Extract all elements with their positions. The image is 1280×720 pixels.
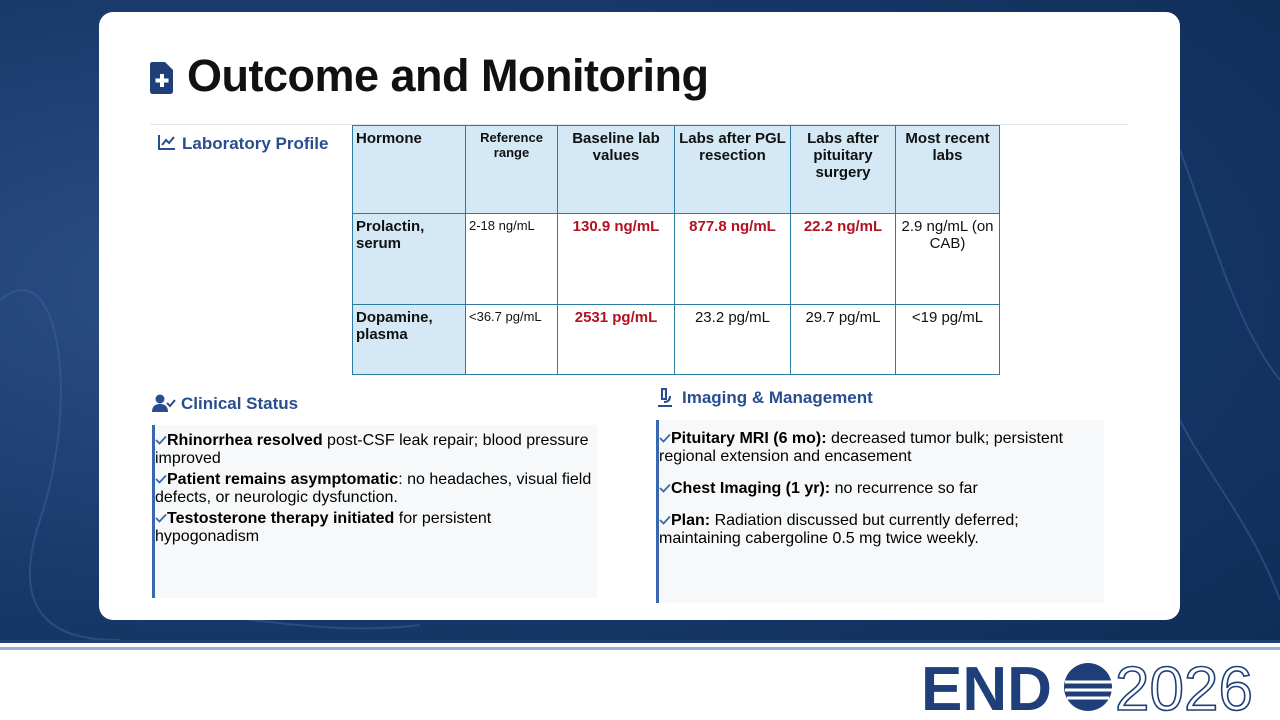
item-lead: Patient remains asymptomatic xyxy=(167,471,399,488)
table-row: Dopamine, plasma <36.7 pg/mL 2531 pg/mL 23.… xyxy=(352,304,1000,375)
check-icon xyxy=(155,474,167,484)
table-cell: 29.7 pg/mL xyxy=(790,304,896,375)
table-cell: 2531 pg/mL xyxy=(557,304,675,375)
item-text: post-CSF leak repair; blood pressure imp… xyxy=(155,432,589,467)
check-icon xyxy=(155,513,167,523)
check-icon xyxy=(155,435,167,445)
item-lead: Testosterone therapy initiated xyxy=(167,510,395,527)
header-cell: Labs after pituitary surgery xyxy=(790,125,896,214)
logo-year: 2026 xyxy=(1115,655,1253,718)
logo: END 2026 xyxy=(921,654,1254,718)
list-item: Testosterone therapy initiated for persi… xyxy=(155,510,597,546)
logo-globe xyxy=(1064,663,1112,711)
table-cell: 2-18 ng/mL xyxy=(465,213,558,305)
footer: END 2026 xyxy=(0,640,1280,720)
header-cell: Reference range xyxy=(465,125,558,214)
table-cell: 22.2 ng/mL xyxy=(790,213,896,305)
lab-table: Hormone Reference range Baseline lab value… xyxy=(352,125,1000,375)
table-cell: 130.9 ng/mL xyxy=(557,213,675,305)
item-text: for persistent hypogonadism xyxy=(155,510,492,545)
list-item: Pituitary MRI (6 mo): decreased tumor bu… xyxy=(659,430,1104,466)
header-cell: Hormone xyxy=(352,125,466,214)
section-heading: Laboratory Profile xyxy=(182,134,329,153)
item-lead: Pituitary MRI (6 mo): xyxy=(671,430,827,447)
table-cell: 23.2 pg/mL xyxy=(674,304,791,375)
item-lead: Plan: xyxy=(671,512,711,529)
item-lead: Chest Imaging (1 yr): xyxy=(671,480,831,497)
header-cell: Baseline lab values xyxy=(557,125,675,214)
header-row: Hormone Reference range Baseline lab value… xyxy=(352,125,1000,214)
item-text: Radiation discussed but currently deferr… xyxy=(659,512,1019,547)
clinical-box: Rhinorrhea resolved post-CSF leak repair… xyxy=(152,425,597,598)
title-icon xyxy=(150,62,173,94)
table-cell: Prolactin, serum xyxy=(352,213,466,305)
table-cell: 877.8 ng/mL xyxy=(674,213,791,305)
item-lead: Rhinorrhea resolved xyxy=(167,432,323,449)
list-item: Plan: Radiation discussed but currently … xyxy=(659,512,1104,548)
imaging-box: Pituitary MRI (6 mo): decreased tumor bu… xyxy=(656,420,1104,603)
table-cell: <36.7 pg/mL xyxy=(465,304,558,375)
item-text: decreased tumor bulk; persistent regiona… xyxy=(659,430,1064,465)
table-cell: 2.9 ng/mL (on CAB) xyxy=(895,213,1000,305)
user-check-icon xyxy=(152,394,176,412)
item-text: : no headaches, visual field defects, or… xyxy=(155,471,592,506)
header-cell: Labs after PGL resection xyxy=(674,125,791,214)
check-icon xyxy=(659,433,671,443)
section-heading: Imaging & Management xyxy=(682,388,873,407)
list-item: Chest Imaging (1 yr): no recurrence so f… xyxy=(659,480,1104,498)
header-cell: Most recent labs xyxy=(895,125,1000,214)
check-icon xyxy=(659,483,671,493)
divider xyxy=(150,124,1128,125)
check-icon xyxy=(659,515,671,525)
chart-icon xyxy=(158,135,175,150)
slide-title: Outcome and Monitoring xyxy=(187,50,709,101)
logo-text: END xyxy=(921,655,1052,718)
microscope-icon xyxy=(658,388,672,407)
footer-line xyxy=(0,640,1280,643)
table-row: Prolactin, serum 2-18 ng/mL 130.9 ng/mL 877… xyxy=(352,213,1000,305)
table-cell: Dopamine, plasma xyxy=(352,304,466,375)
list-item: Patient remains asymptomatic: no headach… xyxy=(155,471,597,507)
item-text: no recurrence so far xyxy=(830,480,978,497)
section-heading: Clinical Status xyxy=(181,394,299,413)
table-cell: <19 pg/mL xyxy=(895,304,1000,375)
footer-line xyxy=(0,647,1280,650)
list-item: Rhinorrhea resolved post-CSF leak repair… xyxy=(155,432,597,468)
